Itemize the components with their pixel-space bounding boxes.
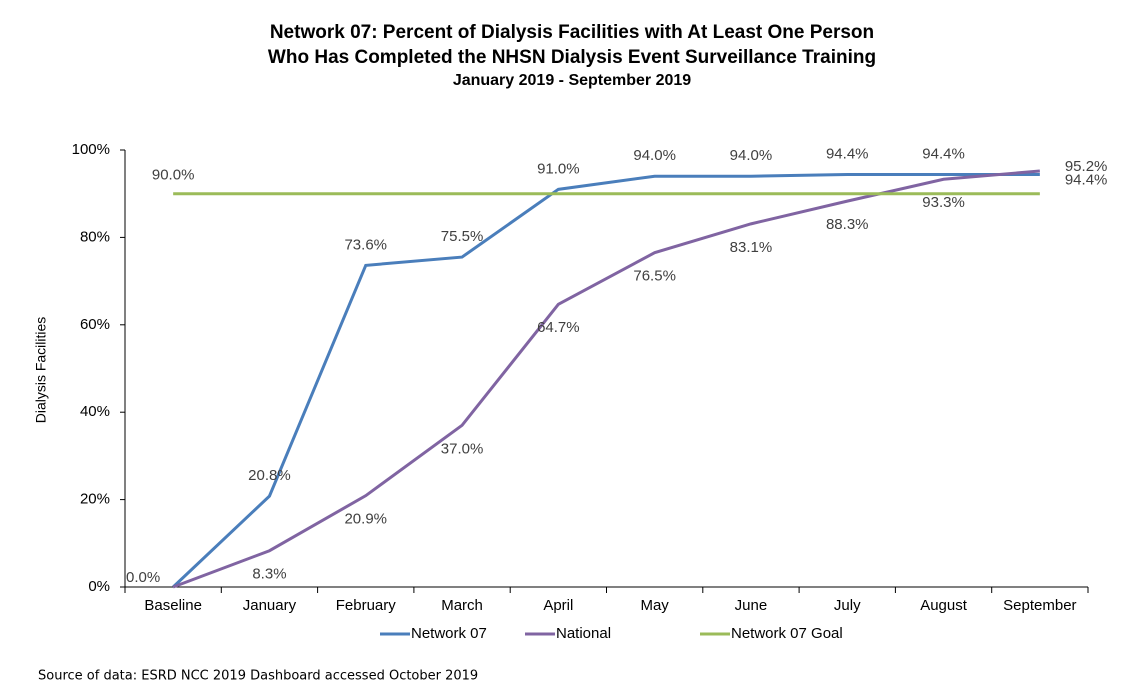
y-tick-label: 80%: [80, 228, 110, 245]
data-label: 73.6%: [344, 236, 387, 253]
x-tick-label: September: [1003, 597, 1076, 614]
x-tick-label: January: [243, 597, 297, 614]
y-axis-label: Dialysis Facilities: [33, 317, 49, 424]
series-line: [172, 172, 1040, 589]
x-tick-label: May: [640, 597, 669, 614]
x-tick-label: Baseline: [144, 597, 202, 614]
y-tick-label: 0%: [88, 578, 110, 595]
y-tick-label: 40%: [80, 403, 110, 420]
data-label: 94.0%: [633, 147, 676, 164]
y-tick-label: 60%: [80, 316, 110, 333]
chart-title: Who Has Completed the NHSN Dialysis Even…: [268, 47, 876, 68]
data-label: 83.1%: [730, 239, 773, 256]
x-tick-label: April: [543, 597, 573, 614]
data-label: 8.3%: [252, 566, 286, 583]
data-label: 37.0%: [441, 440, 484, 457]
data-label: 94.4%: [922, 145, 965, 162]
data-label: 95.2%: [1065, 158, 1108, 175]
data-label: 20.9%: [344, 511, 387, 528]
data-label: 90.0%: [152, 167, 195, 184]
data-label: 20.8%: [248, 467, 291, 484]
legend-label: Network 07 Goal: [731, 625, 843, 642]
y-tick-label: 20%: [80, 491, 110, 508]
chart-subtitle: January 2019 - September 2019: [453, 72, 691, 89]
data-label: 88.3%: [826, 216, 869, 233]
x-tick-label: July: [834, 597, 861, 614]
x-tick-label: March: [441, 597, 483, 614]
x-tick-label: February: [336, 597, 397, 614]
chart-title: Network 07: Percent of Dialysis Faciliti…: [270, 22, 874, 43]
data-label: 76.5%: [633, 268, 676, 285]
legend-label: Network 07: [411, 625, 487, 642]
x-tick-label: August: [920, 597, 968, 614]
x-tick-label: June: [735, 597, 768, 614]
data-label: 94.4%: [1065, 171, 1108, 188]
data-label: 64.7%: [537, 319, 580, 336]
data-label: 0.0%: [126, 569, 160, 586]
data-label: 93.3%: [922, 194, 965, 211]
data-label: 94.4%: [826, 145, 869, 162]
data-label: 75.5%: [441, 228, 484, 245]
data-label: 91.0%: [537, 160, 580, 177]
y-tick-label: 100%: [72, 141, 110, 158]
series-line: [172, 169, 1040, 589]
source-note: Source of data: ESRD NCC 2019 Dashboard …: [38, 669, 478, 684]
data-label: 94.0%: [730, 147, 773, 164]
legend-label: National: [556, 625, 611, 642]
